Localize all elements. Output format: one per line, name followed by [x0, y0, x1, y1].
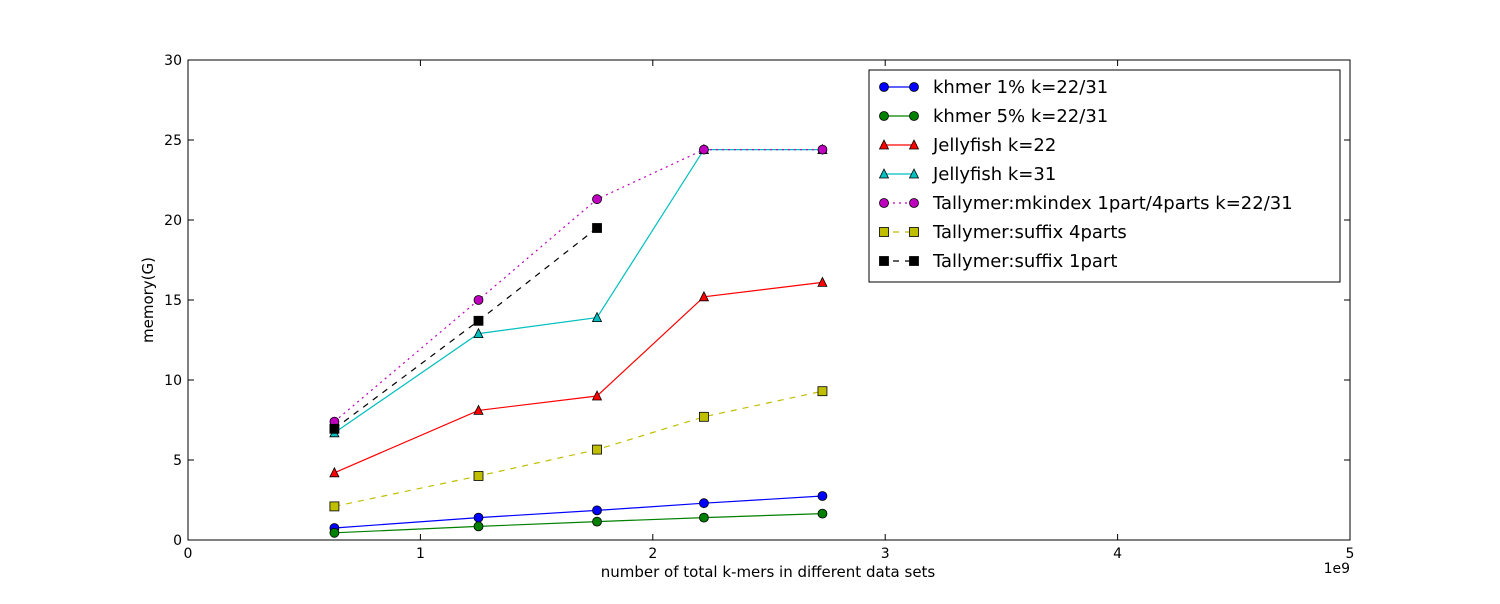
data-point — [592, 444, 602, 455]
data-point — [473, 512, 484, 523]
legend-marker — [879, 198, 889, 208]
legend-label: Jellyfish k=31 — [932, 164, 1056, 185]
data-point — [329, 501, 340, 512]
legend-marker — [909, 82, 919, 92]
legend-label: Tallymer:suffix 1part — [932, 251, 1117, 272]
data-point — [817, 508, 828, 519]
x-tick-label: 2 — [648, 546, 657, 562]
series-5 — [329, 144, 828, 427]
data-point — [473, 327, 484, 339]
data-point — [473, 471, 484, 481]
legend-marker — [878, 168, 890, 179]
x-tick-label: 5 — [1346, 546, 1355, 562]
data-point — [329, 466, 340, 478]
legend-marker — [908, 168, 920, 179]
legend-label: Tallymer:suffix 4parts — [932, 222, 1127, 243]
legend-marker — [909, 198, 919, 208]
data-point — [329, 527, 340, 538]
x-tick-label: 0 — [184, 546, 193, 562]
legend: khmer 1% k=22/31 khmer 5% k=22/31 Jellyfis… — [868, 69, 1341, 283]
legend-marker — [879, 111, 889, 121]
data-point — [817, 276, 828, 287]
legend-marker — [878, 139, 890, 150]
series-6 — [329, 386, 828, 512]
data-point — [699, 144, 709, 155]
legend-entry-4: Jellyfish k=31 — [878, 164, 1056, 185]
legend-marker — [909, 256, 919, 266]
y-axis-label: memory(G) — [139, 257, 157, 343]
legend-entry-7: Tallymer:suffix 1part — [879, 251, 1117, 272]
data-point — [592, 516, 602, 527]
data-point — [699, 512, 709, 523]
y-tick-label: 20 — [164, 213, 182, 229]
x-tick-label: 4 — [1113, 546, 1122, 562]
x-tick-label: 1 — [416, 546, 425, 562]
data-point — [699, 411, 709, 422]
data-point — [473, 404, 484, 415]
y-tick-label: 10 — [164, 373, 182, 389]
data-point — [592, 223, 602, 233]
y-tick-label: 0 — [173, 533, 182, 549]
legend-entry-6: Tallymer:suffix 4parts — [879, 222, 1127, 243]
x-tick-label: 3 — [881, 546, 890, 562]
series-3 — [329, 276, 828, 478]
y-tick-label: 30 — [164, 53, 182, 69]
legend-label: Tallymer:mkindex 1part/4parts k=22/31 — [932, 193, 1293, 214]
data-point — [329, 423, 340, 434]
data-point — [817, 144, 828, 155]
x-axis-offset-label: 1e9 — [1324, 561, 1350, 577]
series-7 — [329, 223, 602, 434]
legend-marker — [879, 256, 889, 266]
legend-marker — [879, 82, 889, 92]
data-point — [698, 290, 710, 302]
data-point — [591, 311, 603, 323]
legend-marker — [908, 139, 920, 150]
data-point — [473, 295, 484, 305]
data-point — [592, 194, 602, 205]
data-point — [473, 521, 484, 532]
legend-box — [868, 69, 1341, 283]
legend-entry-2: khmer 5% k=22/31 — [879, 106, 1108, 127]
legend-label: Jellyfish k=22 — [932, 135, 1056, 156]
legend-label: khmer 1% k=22/31 — [933, 77, 1108, 98]
data-point — [817, 386, 828, 397]
y-tick-label: 25 — [164, 133, 182, 149]
data-point — [473, 315, 484, 326]
data-point — [817, 491, 828, 501]
data-point — [592, 505, 602, 516]
axes: 0 1 2 3 4 5 0 5 10 15 20 25 30 — [164, 53, 1354, 562]
y-tick-label: 5 — [173, 453, 182, 469]
legend-entry-3: Jellyfish k=22 — [878, 135, 1056, 156]
data-point — [699, 498, 709, 509]
x-axis-label: number of total k-mers in different data… — [601, 563, 936, 581]
series-2 — [329, 508, 828, 538]
legend-label: khmer 5% k=22/31 — [933, 106, 1108, 127]
legend-entry-5: Tallymer:mkindex 1part/4parts k=22/31 — [879, 193, 1293, 214]
legend-marker — [909, 111, 919, 121]
legend-marker — [909, 227, 919, 237]
legend-entry-1: khmer 1% k=22/31 — [879, 77, 1108, 98]
legend-marker — [879, 227, 889, 237]
data-point — [591, 390, 603, 401]
y-tick-label: 15 — [164, 293, 182, 309]
